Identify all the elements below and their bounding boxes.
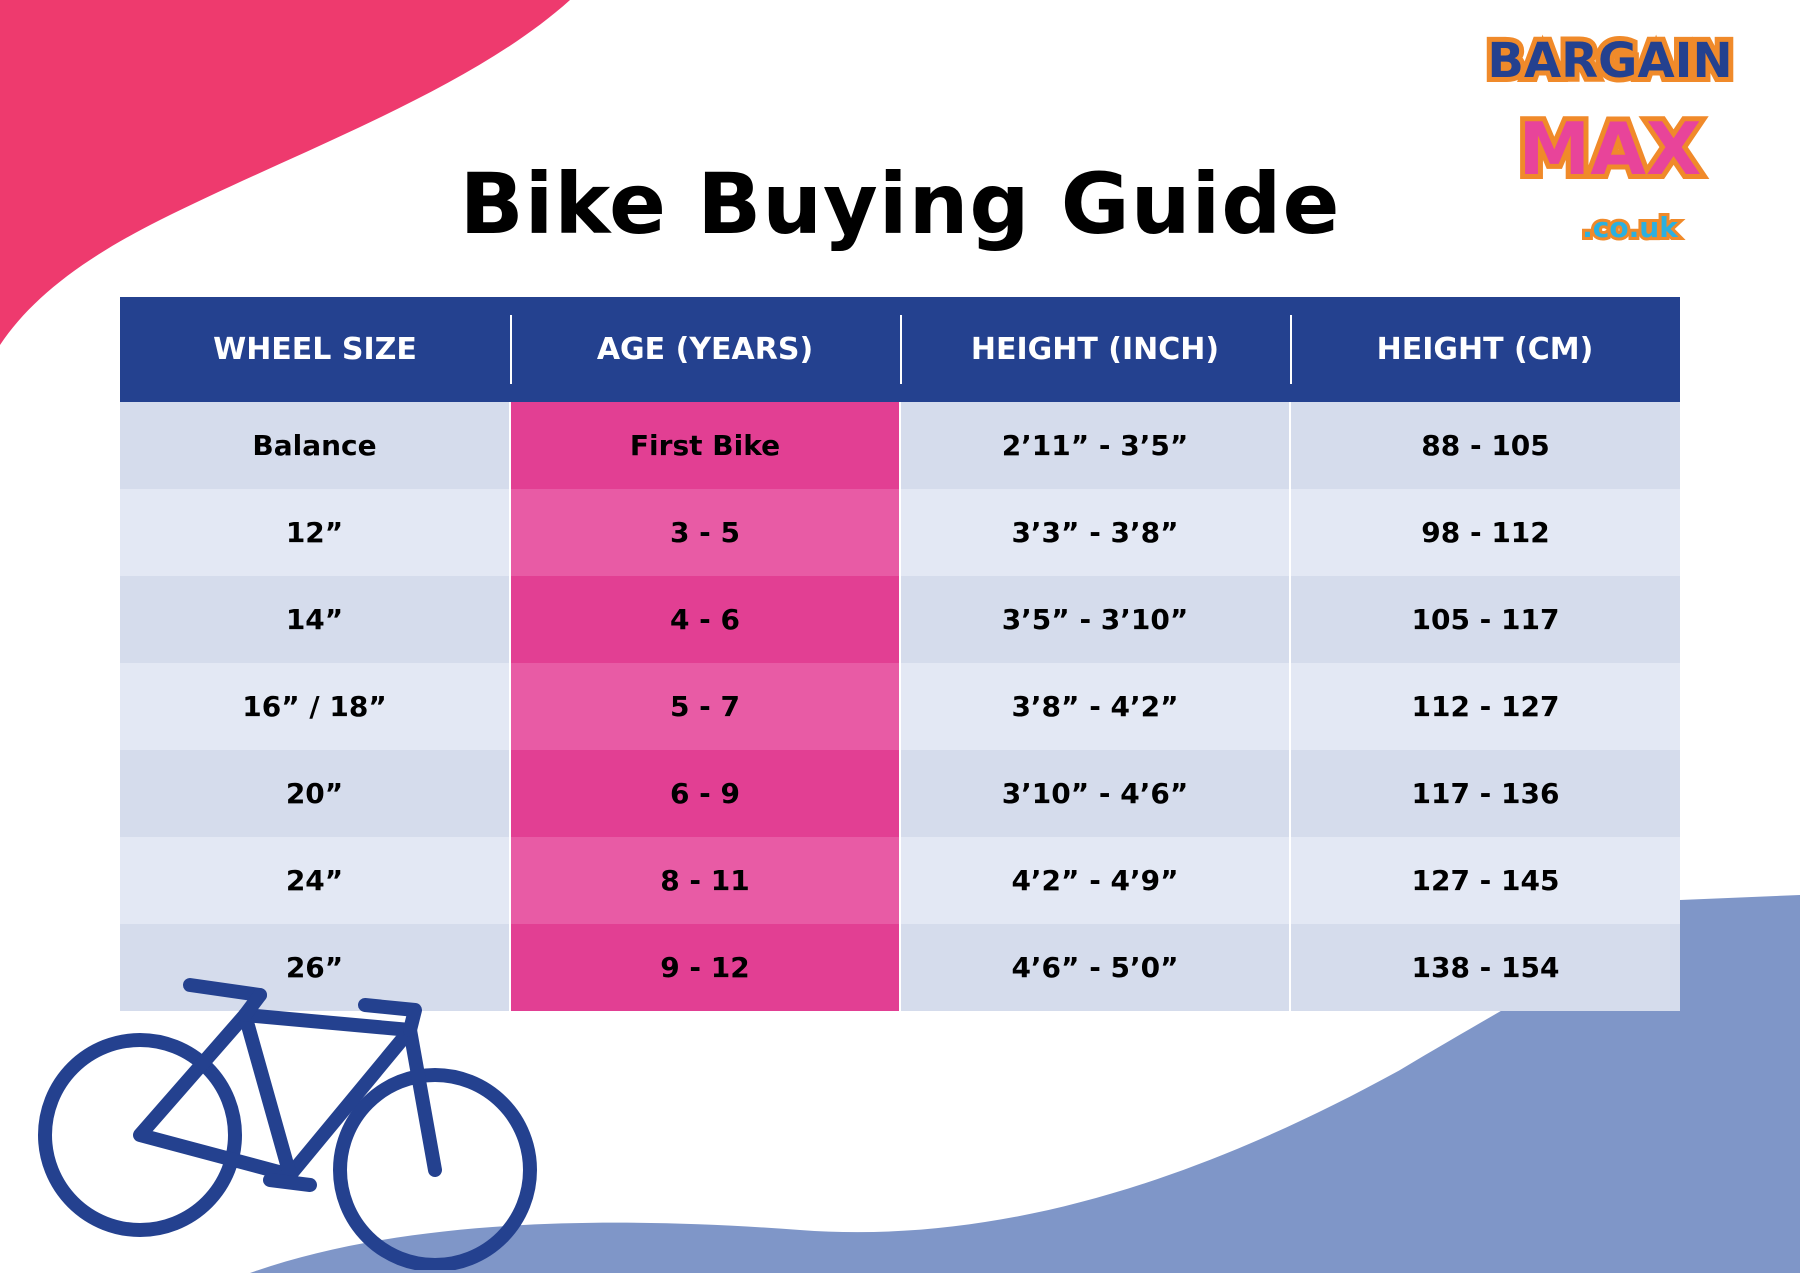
height-inch-cell: 4’6” - 5’0”	[899, 924, 1290, 1011]
age-cell: First Bike	[509, 402, 900, 489]
height-inch-cell: 3’3” - 3’8”	[899, 489, 1290, 576]
wheel-size-cell: 14”	[120, 576, 510, 663]
table-row: 16” / 18” 5 - 7 3’8” - 4’2” 112 - 127	[120, 663, 1680, 750]
height-cm-cell: 98 - 112	[1289, 489, 1680, 576]
age-cell: 3 - 5	[509, 489, 900, 576]
height-cm-cell: 105 - 117	[1289, 576, 1680, 663]
wheel-size-cell: Balance	[120, 402, 510, 489]
logo-line3: .co.uk	[1582, 211, 1679, 244]
height-inch-cell: 4’2” - 4’9”	[899, 837, 1290, 924]
header-wheel-size: WHEEL SIZE	[120, 297, 510, 402]
height-inch-cell: 2’11” - 3’5”	[899, 402, 1290, 489]
height-cm-cell: 117 - 136	[1289, 750, 1680, 837]
table-row: 14” 4 - 6 3’5” - 3’10” 105 - 117	[120, 576, 1680, 663]
pink-blob	[0, 0, 570, 345]
height-cm-cell: 138 - 154	[1289, 924, 1680, 1011]
bike-size-table: WHEEL SIZE AGE (YEARS) HEIGHT (INCH) HEI…	[120, 297, 1680, 1011]
age-cell: 4 - 6	[509, 576, 900, 663]
wheel-size-cell: 12”	[120, 489, 510, 576]
age-cell: 9 - 12	[509, 924, 900, 1011]
height-inch-cell: 3’10” - 4’6”	[899, 750, 1290, 837]
wheel-size-cell: 16” / 18”	[120, 663, 510, 750]
height-inch-cell: 3’5” - 3’10”	[899, 576, 1290, 663]
page-title: Bike Buying Guide	[459, 155, 1341, 253]
table-row: 12” 3 - 5 3’3” - 3’8” 98 - 112	[120, 489, 1680, 576]
header-age: AGE (YEARS)	[510, 297, 900, 402]
bargainmax-logo: BARGAIN MAX .co.uk	[1482, 28, 1737, 247]
height-inch-cell: 3’8” - 4’2”	[899, 663, 1290, 750]
height-cm-cell: 127 - 145	[1289, 837, 1680, 924]
bicycle-icon	[38, 978, 537, 1270]
height-cm-cell: 88 - 105	[1289, 402, 1680, 489]
age-cell: 5 - 7	[509, 663, 900, 750]
header-height-cm: HEIGHT (CM)	[1290, 297, 1680, 402]
blue-blob	[250, 895, 1800, 1273]
table-row: Balance First Bike 2’11” - 3’5” 88 - 105	[120, 402, 1680, 489]
header-height-inch: HEIGHT (INCH)	[900, 297, 1290, 402]
table-body: Balance First Bike 2’11” - 3’5” 88 - 105 12”…	[120, 402, 1680, 1011]
table-row: 26” 9 - 12 4’6” - 5’0” 138 - 154	[120, 924, 1680, 1011]
wheel-size-cell: 24”	[120, 837, 510, 924]
logo-line2: MAX	[1519, 107, 1702, 191]
wheel-size-cell: 26”	[120, 924, 510, 1011]
table-row: 24” 8 - 11 4’2” - 4’9” 127 - 145	[120, 837, 1680, 924]
table-header-row: WHEEL SIZE AGE (YEARS) HEIGHT (INCH) HEI…	[120, 297, 1680, 402]
height-cm-cell: 112 - 127	[1289, 663, 1680, 750]
age-cell: 6 - 9	[509, 750, 900, 837]
logo-line1: BARGAIN	[1487, 33, 1732, 89]
age-cell: 8 - 11	[509, 837, 900, 924]
wheel-size-cell: 20”	[120, 750, 510, 837]
table-row: 20” 6 - 9 3’10” - 4’6” 117 - 136	[120, 750, 1680, 837]
